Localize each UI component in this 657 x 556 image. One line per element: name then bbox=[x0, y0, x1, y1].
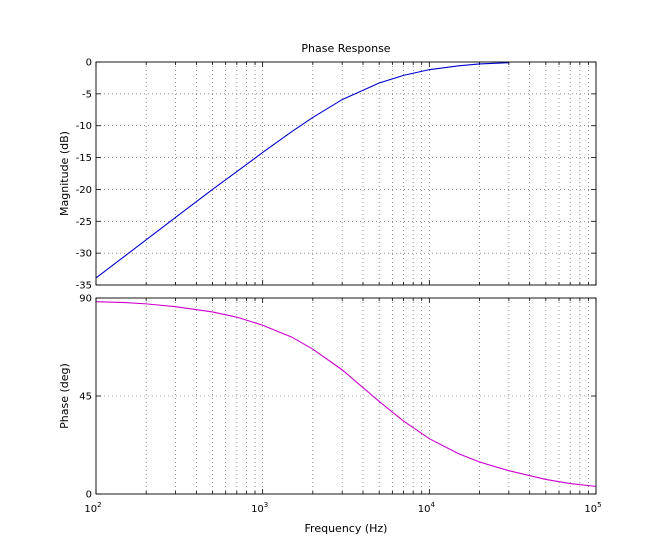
plot-area bbox=[96, 62, 596, 285]
y-tick-label: -20 bbox=[76, 185, 92, 196]
y-tick-label: 90 bbox=[79, 294, 92, 305]
x-tick-label: 104 bbox=[418, 501, 436, 515]
phase-panel: 0 45 90 102 103 104 105 Frequency (Hz) Phase (de… bbox=[58, 294, 602, 536]
y-tick-label: -25 bbox=[76, 217, 92, 228]
y-tick-label: -30 bbox=[76, 249, 92, 260]
magnitude-panel: 0 -5 -10 -15 -20 -25 -30 -35 Phase Response Magni… bbox=[58, 42, 597, 292]
y-tick-label: -35 bbox=[76, 281, 92, 292]
y-tick-label: -5 bbox=[82, 89, 92, 100]
magnitude-line bbox=[95, 62, 509, 279]
axes-box bbox=[95, 61, 597, 286]
y-tick-label: 0 bbox=[86, 58, 92, 69]
phase-line bbox=[95, 301, 597, 487]
y-axis-label: Magnitude (dB) bbox=[58, 131, 71, 216]
x-tick-label: 103 bbox=[251, 501, 268, 515]
x-axis-label: Frequency (Hz) bbox=[305, 522, 388, 535]
x-tick-label: 102 bbox=[84, 501, 101, 515]
axes-box bbox=[95, 297, 597, 495]
y-tick-label: 45 bbox=[79, 392, 92, 403]
y-axis-label: Phase (deg) bbox=[58, 363, 71, 429]
x-tick-label: 105 bbox=[584, 501, 601, 515]
y-tick-label: -10 bbox=[76, 121, 92, 132]
y-tick-label: 0 bbox=[86, 490, 92, 501]
y-tick-label: -15 bbox=[76, 153, 92, 164]
chart-title: Phase Response bbox=[301, 42, 390, 55]
